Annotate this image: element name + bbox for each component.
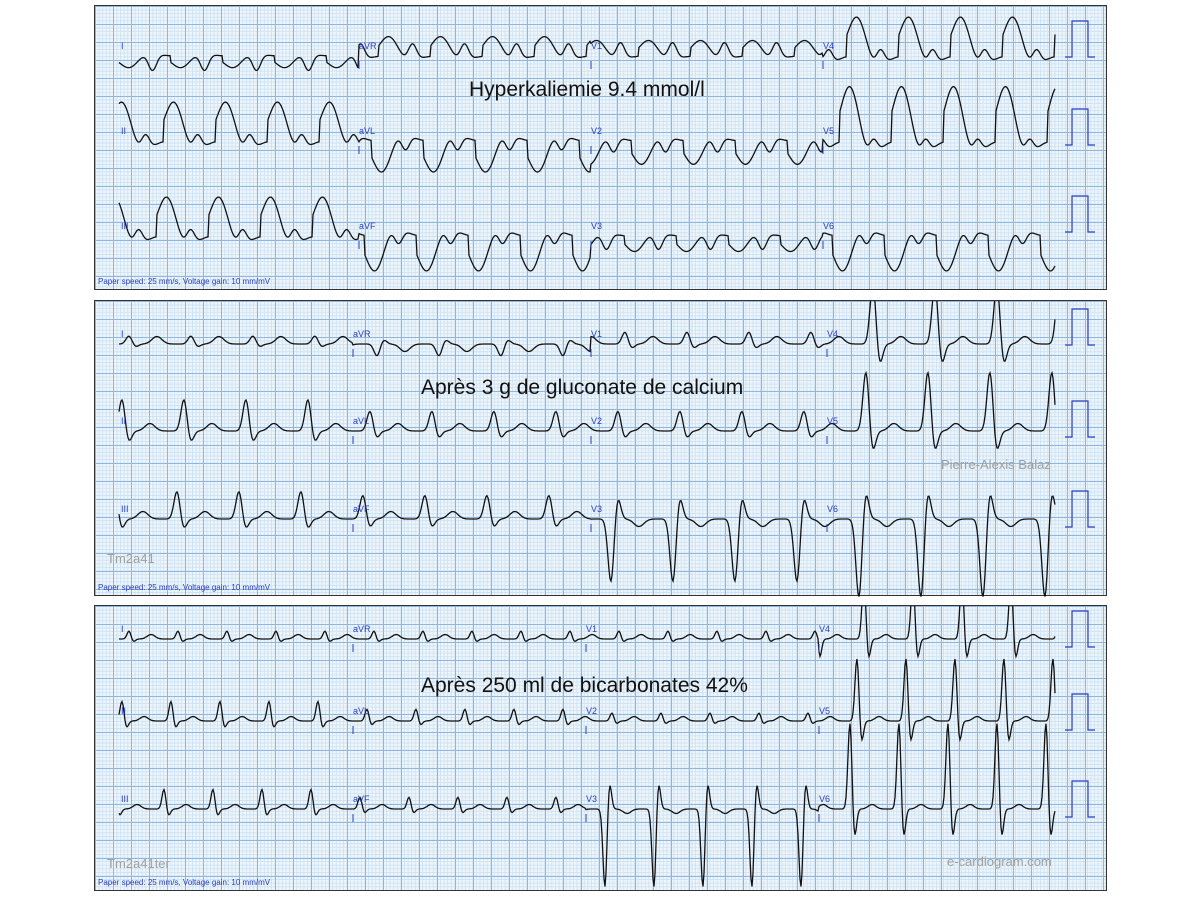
lead-label: I	[121, 41, 124, 51]
watermark: Tm2a41	[107, 551, 155, 566]
calibration-pulse	[1065, 693, 1095, 731]
watermark: Pierre-Alexis Balaz	[941, 457, 1051, 472]
lead-label: III	[121, 221, 129, 231]
ecg-trace	[118, 196, 1056, 272]
lead-label: V1	[591, 329, 603, 339]
ecg-traces	[118, 606, 1095, 887]
lead-label: II	[121, 416, 127, 426]
lead-label: V5	[819, 706, 831, 716]
watermark: Tm2a41ter	[107, 856, 170, 871]
calibration-pulse	[1065, 400, 1095, 438]
lead-label: aVL	[359, 126, 376, 136]
lead-label: V1	[586, 624, 598, 634]
ecg-trace	[118, 370, 1056, 449]
lead-label: V3	[591, 504, 603, 514]
panel-title: Après 250 ml de bicarbonates 42%	[421, 674, 748, 697]
lead-label: V2	[586, 706, 598, 716]
lead-label: aVL	[353, 416, 370, 426]
paper-speed-note: Paper speed: 25 mm/s, Voltage gain: 10 m…	[98, 583, 271, 592]
lead-label: aVL	[353, 706, 370, 716]
lead-label: V3	[586, 794, 598, 804]
lead-label: V4	[823, 41, 835, 51]
lead-label: aVF	[353, 794, 370, 804]
ecg-trace	[118, 658, 1056, 743]
ecg-trace	[118, 490, 1056, 597]
ecg-trace	[119, 606, 1056, 659]
ecg-trace	[118, 16, 1056, 72]
lead-label: V1	[591, 41, 603, 51]
ecg-traces	[118, 301, 1095, 597]
panel-title: Hyperkaliemie 9.4 mmol/l	[469, 78, 705, 101]
lead-label: I	[121, 329, 124, 339]
ecg-trace	[118, 301, 1056, 362]
paper-speed-note: Paper speed: 25 mm/s, Voltage gain: 10 m…	[98, 277, 271, 286]
lead-label: aVR	[353, 624, 371, 634]
lead-label: III	[121, 504, 129, 514]
lead-label: V2	[591, 416, 603, 426]
paper-speed-note: Paper speed: 25 mm/s, Voltage gain: 10 m…	[98, 878, 271, 887]
calibration-pulse	[1065, 490, 1095, 528]
lead-label: V6	[823, 221, 835, 231]
lead-label: aVR	[353, 329, 371, 339]
lead-label: I	[121, 624, 124, 634]
calibration-pulse	[1065, 780, 1095, 818]
lead-label: V4	[819, 624, 831, 634]
lead-label: V5	[827, 416, 839, 426]
lead-label: V6	[819, 794, 831, 804]
lead-label: V6	[827, 504, 839, 514]
watermark: e-cardiogram.com	[947, 854, 1052, 869]
lead-label: V3	[591, 221, 603, 231]
lead-label: aVF	[353, 504, 370, 514]
calibration-pulse	[1065, 610, 1095, 648]
ecg-panel-hyperkalemia: Hyperkaliemie 9.4 mmol/l Paper speed: 25…	[94, 5, 1107, 290]
ecg-panel-bicarbonate: Après 250 ml de bicarbonates 42% Tm2a41t…	[94, 605, 1107, 891]
panel-title: Après 3 g de gluconate de calcium	[421, 376, 744, 399]
lead-label: V5	[823, 126, 835, 136]
lead-label: V2	[591, 126, 603, 136]
calibration-pulse	[1065, 195, 1095, 233]
calibration-pulse	[1065, 308, 1095, 346]
ecg-traces	[118, 16, 1095, 272]
ecg-trace	[118, 723, 1056, 887]
lead-label: II	[121, 706, 127, 716]
lead-label: aVR	[359, 41, 377, 51]
lead-label: II	[121, 126, 127, 136]
ecg-trace	[118, 86, 1056, 173]
lead-label: III	[121, 794, 129, 804]
lead-label: aVF	[359, 221, 376, 231]
calibration-pulse	[1065, 108, 1095, 146]
calibration-pulse	[1065, 20, 1095, 58]
lead-label: V4	[827, 329, 839, 339]
ecg-panel-calcium: Après 3 g de gluconate de calcium Tm2a41…	[94, 300, 1107, 597]
